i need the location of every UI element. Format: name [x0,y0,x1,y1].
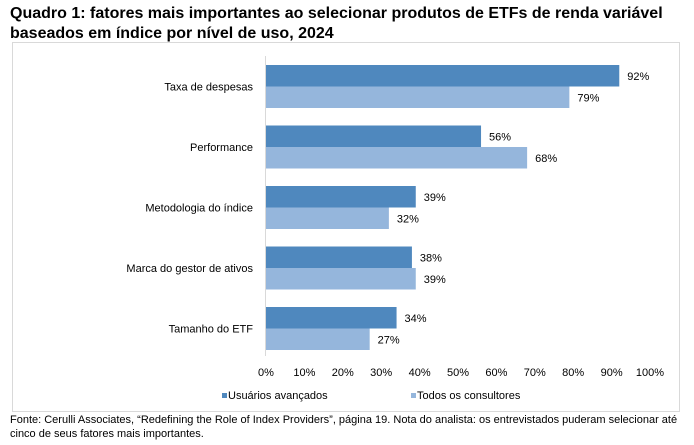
x-tick-label: 20% [332,367,354,379]
data-label: 56% [489,131,511,143]
data-label: 39% [424,192,446,204]
x-tick-label: 70% [524,367,546,379]
category-label: Tamanho do ETF [169,324,254,336]
legend-swatch [411,393,416,398]
data-label: 34% [405,313,427,325]
bar-avancados [266,65,620,87]
x-tick-label: 60% [485,367,507,379]
bar-todos [266,147,528,169]
x-tick-label: 90% [601,367,623,379]
legend-label: Usuários avançados [228,390,328,402]
x-tick-label: 50% [447,367,469,379]
bar-todos [266,86,570,108]
bar-avancados [266,186,416,208]
bar-avancados [266,307,397,329]
category-label: Performance [190,142,253,154]
category-label: Marca do gestor de ativos [126,263,253,275]
category-label: Taxa de despesas [164,82,253,94]
legend-label: Todos os consultores [417,390,521,402]
chart-frame [12,42,680,412]
x-tick-label: 0% [258,367,274,379]
data-label: 39% [424,274,446,286]
bar-todos [266,207,389,229]
x-tick-label: 30% [370,367,392,379]
data-label: 92% [627,71,649,83]
bar-avancados [266,246,412,268]
x-tick-label: 10% [293,367,315,379]
source-footnote: Fonte: Cerulli Associates, “Redefining t… [10,414,678,440]
data-label: 79% [577,92,599,104]
bar-todos [266,328,370,350]
data-label: 38% [420,252,442,264]
data-label: 68% [535,153,557,165]
legend-swatch [222,393,227,398]
data-label: 32% [397,213,419,225]
chart-title: Quadro 1: fatores mais importantes ao se… [10,5,663,42]
x-tick-label: 100% [636,367,664,379]
x-tick-label: 40% [409,367,431,379]
bar-todos [266,268,416,290]
x-tick-label: 80% [562,367,584,379]
category-label: Metodologia do índice [145,203,253,215]
data-label: 27% [378,334,400,346]
bar-avancados [266,125,482,147]
